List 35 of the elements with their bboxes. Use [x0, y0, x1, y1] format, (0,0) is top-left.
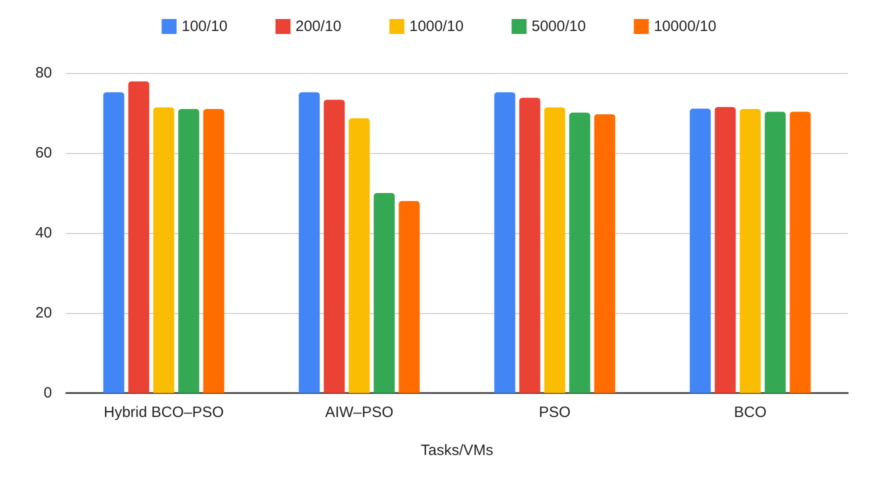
legend-label: 100/10 — [182, 18, 228, 35]
bar — [298, 92, 320, 393]
bar — [324, 100, 345, 393]
bar — [203, 109, 224, 393]
bar — [178, 109, 200, 393]
bar — [103, 92, 124, 393]
bar — [544, 107, 566, 393]
y-tick-label: 80 — [35, 64, 52, 82]
bar — [519, 98, 540, 393]
bar — [690, 108, 711, 393]
bar — [374, 193, 395, 393]
legend-label: 200/10 — [295, 18, 342, 35]
y-tick-label: 20 — [35, 304, 52, 322]
x-tick-label: Hybrid BCO–PSO — [104, 404, 224, 421]
y-tick-label: 40 — [35, 224, 52, 242]
x-tick-label: AIW–PSO — [325, 404, 394, 421]
bar — [740, 109, 761, 393]
bar — [494, 92, 516, 393]
y-tick-label: 60 — [35, 144, 52, 162]
bar — [594, 114, 616, 393]
bar — [398, 201, 420, 393]
bar — [569, 112, 590, 393]
bar — [153, 107, 174, 393]
x-tick-label: BCO — [734, 404, 767, 421]
bar — [128, 81, 150, 393]
x-tick-label: PSO — [538, 404, 571, 421]
legend-label: 10000/10 — [654, 18, 716, 35]
x-axis-title: Tasks/VMs — [420, 442, 494, 459]
y-tick-label: 0 — [44, 384, 52, 402]
bar — [714, 107, 736, 393]
legend-label: 5000/10 — [532, 18, 586, 35]
bar — [790, 112, 811, 393]
bar — [764, 112, 786, 393]
legend-label: 1000/10 — [409, 18, 464, 35]
bar — [348, 118, 370, 393]
